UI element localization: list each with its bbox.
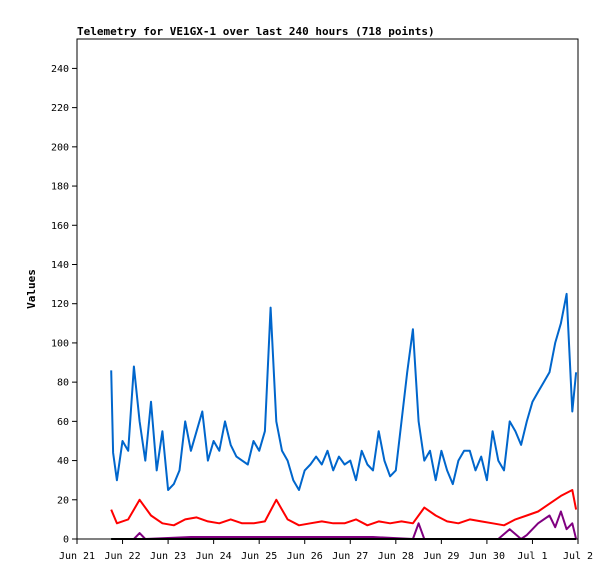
y-tick-label: 140 bbox=[51, 260, 69, 271]
x-tick-label: Jun 26 bbox=[287, 551, 323, 562]
y-axis-label: Values bbox=[25, 269, 38, 309]
y-tick-label: 60 bbox=[57, 417, 69, 428]
y-tick-label: 240 bbox=[51, 64, 69, 75]
x-tick-label: Jun 24 bbox=[196, 551, 232, 562]
y-tick-label: 0 bbox=[63, 535, 69, 546]
x-tick-label: Jul 1 bbox=[517, 551, 547, 562]
x-tick-label: Jun 23 bbox=[150, 551, 186, 562]
series-line-1 bbox=[110, 292, 578, 491]
x-tick-label: Jun 25 bbox=[241, 551, 277, 562]
x-tick-label: Jun 28 bbox=[378, 551, 414, 562]
x-tick-label: Jun 27 bbox=[332, 551, 368, 562]
series-line-2 bbox=[110, 489, 578, 527]
y-axis: 0 20 40 60 80 100 120 140 160 180 200 220 240 bbox=[51, 64, 77, 546]
x-tick-label: Jul 2 bbox=[563, 551, 593, 562]
series-layer bbox=[110, 292, 578, 540]
y-tick-label: 160 bbox=[51, 221, 69, 232]
y-tick-label: 20 bbox=[57, 495, 69, 506]
y-tick-label: 200 bbox=[51, 142, 69, 153]
plot-area bbox=[76, 38, 579, 540]
chart-title: Telemetry for VE1GX-1 over last 240 hour… bbox=[77, 25, 435, 38]
y-tick-label: 180 bbox=[51, 182, 69, 193]
x-axis: Jun 21 Jun 22 Jun 23 Jun 24 Jun 25 Jun 26 Jun … bbox=[59, 539, 593, 562]
y-tick-label: 40 bbox=[57, 456, 69, 467]
y-tick-label: 120 bbox=[51, 299, 69, 310]
y-tick-label: 80 bbox=[57, 378, 69, 389]
x-tick-label: Jun 21 bbox=[59, 551, 95, 562]
y-tick-label: 100 bbox=[51, 338, 69, 349]
y-tick-label: 220 bbox=[51, 103, 69, 114]
x-tick-label: Jun 30 bbox=[469, 551, 505, 562]
x-tick-label: Jun 29 bbox=[423, 551, 459, 562]
x-tick-label: Jun 22 bbox=[104, 551, 140, 562]
